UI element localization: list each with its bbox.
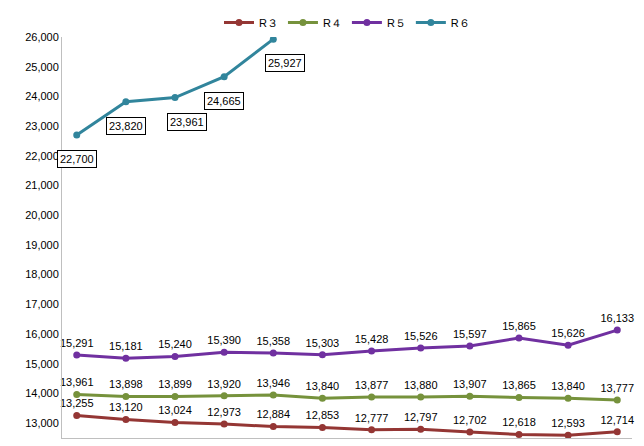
svg-text:13,946: 13,946 xyxy=(256,377,290,389)
svg-text:19,000: 19,000 xyxy=(25,239,59,251)
svg-text:13,024: 13,024 xyxy=(158,404,192,416)
svg-text:R３: R３ xyxy=(259,17,278,29)
svg-text:12,618: 12,618 xyxy=(502,416,536,428)
svg-text:15,390: 15,390 xyxy=(207,334,241,346)
svg-text:12,777: 12,777 xyxy=(355,412,389,424)
svg-text:16,133: 16,133 xyxy=(600,312,634,324)
svg-text:13,840: 13,840 xyxy=(306,380,340,392)
svg-text:R５: R５ xyxy=(387,17,406,29)
svg-text:25,927: 25,927 xyxy=(268,57,302,69)
svg-text:12,973: 12,973 xyxy=(207,406,241,418)
svg-text:12,593: 12,593 xyxy=(551,417,585,429)
svg-text:12,853: 12,853 xyxy=(306,409,340,421)
svg-text:23,820: 23,820 xyxy=(109,120,143,132)
svg-text:13,120: 13,120 xyxy=(109,401,143,413)
svg-text:13,907: 13,907 xyxy=(453,378,487,390)
svg-text:15,428: 15,428 xyxy=(355,333,389,345)
svg-text:15,000: 15,000 xyxy=(25,358,59,370)
svg-text:12,702: 12,702 xyxy=(453,414,487,426)
svg-text:12,884: 12,884 xyxy=(256,408,290,420)
svg-text:13,899: 13,899 xyxy=(158,378,192,390)
svg-text:13,255: 13,255 xyxy=(60,397,94,409)
svg-text:12,714: 12,714 xyxy=(600,414,634,426)
svg-text:23,000: 23,000 xyxy=(25,120,59,132)
svg-text:18,000: 18,000 xyxy=(25,268,59,280)
svg-text:15,865: 15,865 xyxy=(502,320,536,332)
svg-text:13,777: 13,777 xyxy=(600,382,634,394)
svg-text:13,880: 13,880 xyxy=(404,379,438,391)
svg-text:17,000: 17,000 xyxy=(25,298,59,310)
svg-text:15,303: 15,303 xyxy=(306,337,340,349)
svg-text:24,000: 24,000 xyxy=(25,90,59,102)
svg-text:13,865: 13,865 xyxy=(502,379,536,391)
svg-text:14,000: 14,000 xyxy=(25,387,59,399)
svg-text:13,000: 13,000 xyxy=(25,417,59,429)
svg-text:24,665: 24,665 xyxy=(207,95,241,107)
svg-text:21,000: 21,000 xyxy=(25,179,59,191)
svg-text:13,840: 13,840 xyxy=(551,380,585,392)
svg-text:16,000: 16,000 xyxy=(25,328,59,340)
svg-text:15,291: 15,291 xyxy=(60,337,94,349)
svg-text:25,000: 25,000 xyxy=(25,61,59,73)
svg-text:13,898: 13,898 xyxy=(109,378,143,390)
svg-text:23,961: 23,961 xyxy=(170,116,204,128)
svg-text:13,961: 13,961 xyxy=(60,376,94,388)
svg-text:R６: R６ xyxy=(451,17,470,29)
svg-text:15,526: 15,526 xyxy=(404,330,438,342)
svg-text:12,797: 12,797 xyxy=(404,411,438,423)
svg-text:26,000: 26,000 xyxy=(25,31,59,43)
svg-text:20,000: 20,000 xyxy=(25,209,59,221)
svg-text:R４: R４ xyxy=(323,17,342,29)
svg-text:15,358: 15,358 xyxy=(256,335,290,347)
svg-text:22,000: 22,000 xyxy=(25,150,59,162)
svg-text:15,597: 15,597 xyxy=(453,328,487,340)
svg-text:15,240: 15,240 xyxy=(158,338,192,350)
svg-text:15,181: 15,181 xyxy=(109,340,143,352)
svg-text:22,700: 22,700 xyxy=(60,153,94,165)
svg-text:13,877: 13,877 xyxy=(355,379,389,391)
svg-text:13,920: 13,920 xyxy=(207,378,241,390)
svg-text:15,626: 15,626 xyxy=(551,327,585,339)
